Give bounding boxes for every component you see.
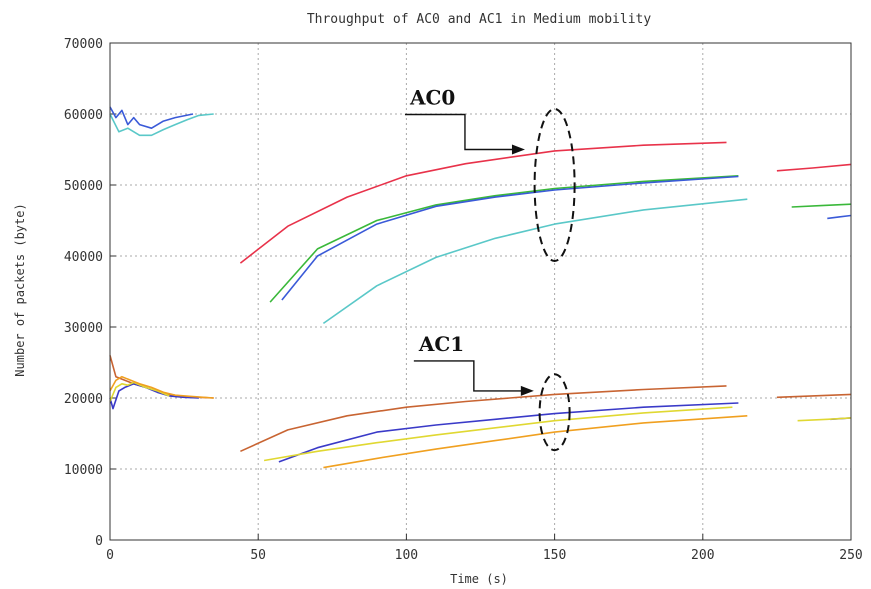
plot-frame: [109, 42, 852, 541]
annotation-arrowhead: [511, 144, 525, 155]
y-tick-label: 40000: [64, 250, 103, 265]
y-tick-label: 50000: [64, 179, 103, 194]
series-line: [827, 214, 852, 220]
y-tick-label: 10000: [64, 463, 103, 478]
y-tick-label: 20000: [64, 392, 103, 407]
y-tick-label: 0: [95, 534, 103, 549]
series-line: [281, 175, 739, 301]
series-lines: [109, 106, 852, 469]
series-line: [109, 113, 214, 137]
y-axis-label: Number of packets (byte): [13, 203, 27, 376]
annotation-ac0: AC0: [404, 86, 576, 262]
series-line: [240, 385, 727, 453]
series-ac0-2: [109, 106, 852, 301]
series-line: [109, 381, 170, 402]
annotation-arrow-line: [404, 113, 513, 151]
x-tick-label: 250: [839, 548, 862, 563]
series-line: [322, 198, 748, 325]
annotation-arrowhead: [520, 385, 534, 396]
series-line: [269, 175, 739, 303]
series-line: [323, 415, 748, 469]
grid: [110, 43, 851, 540]
highlight-ellipse: [538, 373, 571, 452]
series-ac0-1: [269, 175, 852, 303]
series-line: [109, 106, 194, 129]
x-tick-label: 100: [395, 548, 418, 563]
y-tick-label: 70000: [64, 37, 103, 52]
chart-title: Throughput of AC0 and AC1 in Medium mobi…: [307, 12, 652, 27]
series-line: [791, 203, 852, 208]
series-line: [797, 417, 852, 422]
series-line: [776, 393, 852, 399]
series-ac1-7: [109, 375, 748, 469]
series-ac0-3: [109, 113, 748, 325]
x-tick-label: 200: [691, 548, 714, 563]
x-tick-label: 0: [106, 548, 114, 563]
annotation-label: AC0: [409, 86, 455, 110]
series-ac1-5: [109, 382, 852, 463]
series-line: [109, 375, 214, 399]
axis-ticks: 0 50 100 150 200 250 0 10000 20000 30000 40000 5000…: [64, 37, 863, 563]
y-tick-label: 30000: [64, 321, 103, 336]
series-line: [278, 402, 739, 463]
series-ac1-6: [109, 381, 852, 462]
series-line: [263, 406, 733, 462]
x-tick-label: 150: [543, 548, 566, 563]
annotation-ac1: AC1: [413, 332, 571, 452]
highlight-ellipse: [533, 108, 576, 262]
series-ac0-0: [239, 141, 852, 264]
annotation-label: AC1: [418, 332, 464, 356]
x-tick-label: 50: [250, 548, 266, 563]
x-axis-label: Time (s): [450, 572, 508, 586]
y-tick-label: 60000: [64, 108, 103, 123]
annotation-arrow-line: [413, 360, 522, 392]
series-line: [239, 141, 727, 264]
series-line: [776, 163, 852, 172]
series-ac1-4: [109, 355, 852, 453]
annotations: AC0 AC1: [404, 86, 576, 452]
